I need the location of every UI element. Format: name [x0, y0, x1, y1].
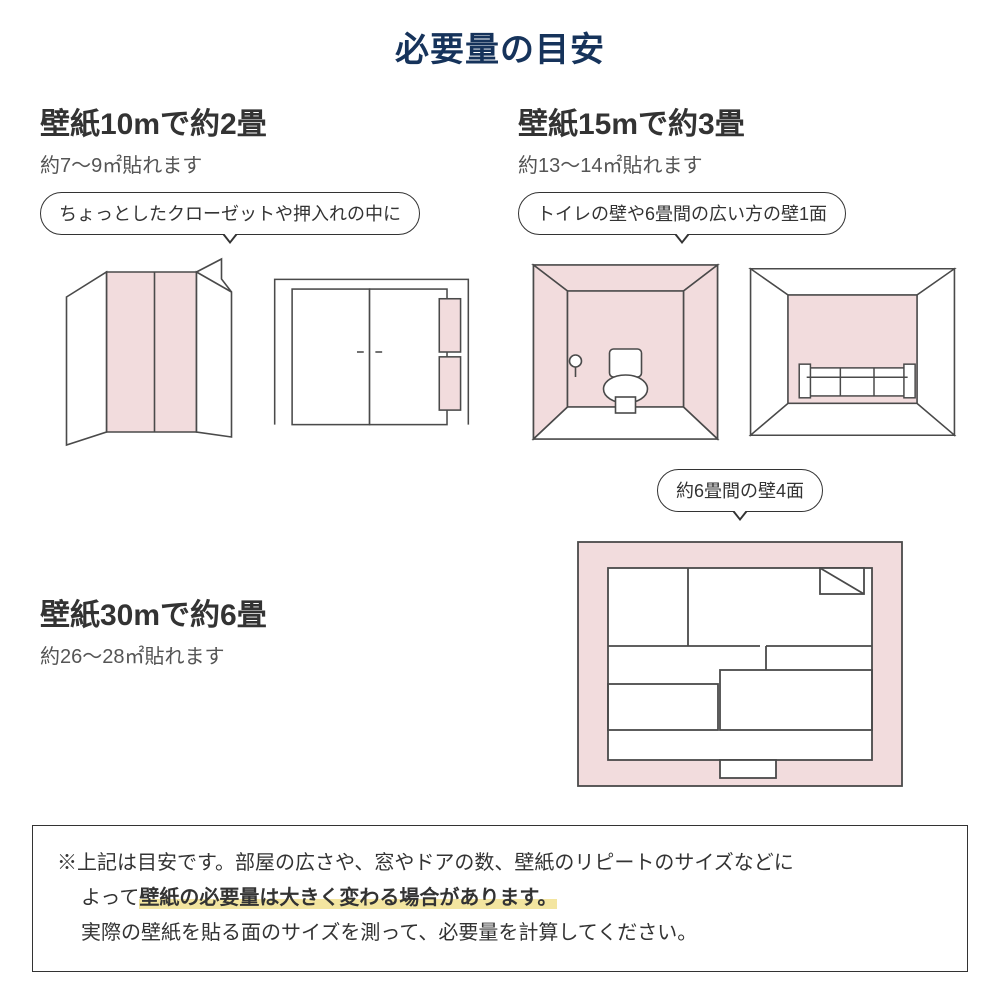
closet-icon: [40, 257, 253, 447]
top-grid: 壁紙10mで約2畳 約7〜9㎡貼れます ちょっとしたクローゼットや押入れの中に: [0, 89, 1000, 447]
block-10m-title: 壁紙10mで約2畳: [40, 99, 478, 143]
block-15m-bubble: トイレの壁や6畳間の広い方の壁1面: [518, 192, 846, 235]
note-line2-highlight: 壁紙の必要量は大きく変わる場合があります。: [139, 887, 557, 909]
block-10m-bubble: ちょっとしたクローゼットや押入れの中に: [40, 192, 420, 235]
block-30m-title: 壁紙30mで約6畳: [40, 590, 480, 634]
floorplan-icon: [520, 534, 960, 794]
note-line3: 実際の壁紙を貼る面のサイズを測って、必要量を計算してください。: [57, 916, 943, 951]
note-line2: よって壁紙の必要量は大きく変わる場合があります。: [57, 881, 943, 916]
block-30m-illustration: [520, 534, 960, 794]
page-title: 必要量の目安: [0, 0, 1000, 89]
block-30m: 壁紙30mで約6畳 約26〜28㎡貼れます: [40, 469, 480, 794]
note-box: ※上記は目安です。部屋の広さや、窓やドアの数、壁紙のリピートのサイズなどに よっ…: [32, 825, 968, 972]
bottom-grid: 壁紙30mで約6畳 約26〜28㎡貼れます 約6畳間の壁4面: [0, 469, 1000, 794]
block-15m: 壁紙15mで約3畳 約13〜14㎡貼れます トイレの壁や6畳間の広い方の壁1面: [518, 89, 960, 447]
note-line1: ※上記は目安です。部屋の広さや、窓やドアの数、壁紙のリピートのサイズなどに: [57, 846, 943, 881]
block-30m-bubble: 約6畳間の壁4面: [657, 469, 823, 512]
block-15m-title: 壁紙15mで約3畳: [518, 99, 960, 143]
block-30m-right: 約6畳間の壁4面: [520, 469, 960, 794]
block-10m-illustrations: [40, 257, 478, 447]
block-10m: 壁紙10mで約2畳 約7〜9㎡貼れます ちょっとしたクローゼットや押入れの中に: [40, 89, 478, 447]
block-15m-illustrations: [518, 257, 960, 447]
block-10m-sub: 約7〜9㎡貼れます: [40, 149, 478, 178]
room-onewall-icon: [745, 257, 960, 447]
block-15m-sub: 約13〜14㎡貼れます: [518, 149, 960, 178]
toilet-room-icon: [518, 257, 733, 447]
block-30m-sub: 約26〜28㎡貼れます: [40, 640, 480, 669]
oshiire-icon: [265, 257, 478, 447]
note-line2-pre: よって: [81, 887, 139, 909]
